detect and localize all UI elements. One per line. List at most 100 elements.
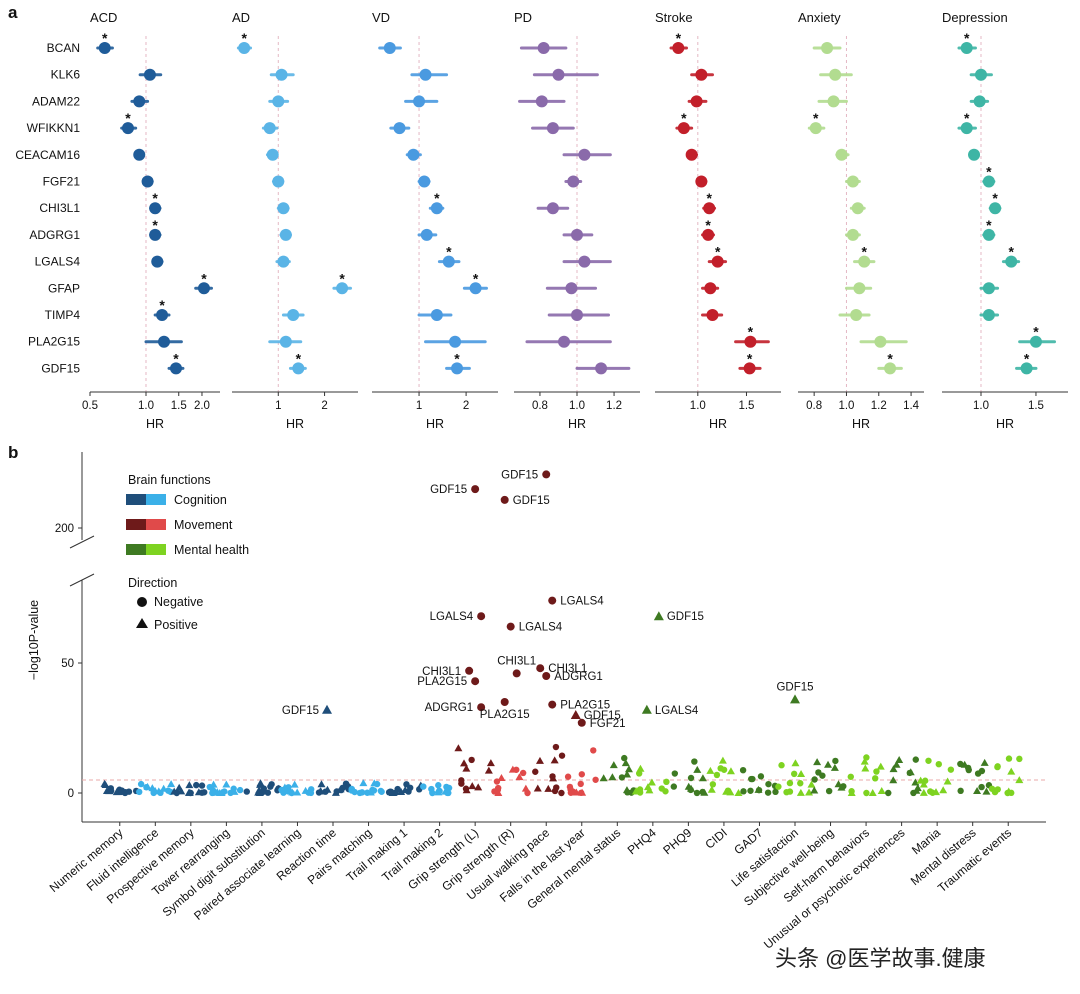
data-point-positive (175, 783, 184, 791)
legend-title-direction: Direction (128, 576, 177, 590)
data-point-positive (868, 788, 877, 796)
forest-plot-panel: BCAN KLK6 ADAM22 WFIKKN1 CEACAM16 FGF21 CHI3L1… (15, 10, 1068, 431)
hr-point-pla2g15 (449, 335, 462, 348)
hr-point-chi3l1 (989, 202, 1002, 215)
data-point-positive (1004, 787, 1013, 795)
hr-point-lgals4 (711, 255, 724, 268)
hr-point-wfikkn1 (121, 122, 134, 135)
data-point-positive (609, 761, 618, 769)
data-point-negative (994, 763, 1001, 770)
category-label: PHQ4 (625, 825, 659, 857)
x-tick-label: 1.5 (1028, 400, 1044, 412)
data-point-positive (791, 759, 800, 767)
data-point-negative (709, 781, 717, 788)
data-point-negative (687, 774, 695, 782)
x-axis-label: HR (709, 417, 727, 431)
data-point-positive (209, 780, 218, 788)
point-label: GDF15 (776, 681, 813, 693)
data-point-positive (185, 781, 194, 789)
data-point-positive (497, 774, 506, 782)
x-tick-label: 1.2 (871, 400, 887, 412)
data-point-positive (468, 782, 477, 790)
labeled-point-circle (500, 698, 509, 706)
data-point-negative (577, 780, 584, 788)
x-tick-label: 1 (275, 400, 281, 412)
hr-point-adgrg1 (149, 228, 162, 241)
hr-point-chi3l1 (430, 202, 443, 215)
hr-point-gdf15 (1020, 362, 1033, 375)
data-point-negative (198, 782, 206, 789)
hr-point-gdf15 (884, 362, 897, 375)
data-point-positive (550, 756, 559, 764)
hr-point-gdf15 (743, 362, 756, 375)
data-point-positive (100, 779, 109, 787)
hr-point-chi3l1 (546, 202, 559, 215)
data-point-negative (567, 789, 575, 796)
hr-point-wfikkn1 (960, 122, 973, 135)
hr-point-bcan (238, 42, 251, 54)
hr-point-pla2g15 (1029, 335, 1042, 348)
data-point-negative (811, 776, 818, 783)
hr-point-bcan (537, 42, 550, 54)
hr-point-fgf21 (982, 175, 995, 188)
data-point-positive (608, 773, 617, 781)
x-tick-label: 2 (463, 400, 469, 412)
x-tick-label: 1.0 (569, 400, 585, 412)
data-point-negative (635, 770, 643, 777)
data-point-positive (911, 778, 920, 786)
x-tick-label: 1.0 (973, 400, 989, 412)
legend-label-cognition: Cognition (174, 493, 227, 507)
labeled-point-circle (465, 666, 474, 675)
data-point-positive (876, 762, 885, 770)
data-point-negative (848, 788, 855, 795)
data-point-negative (267, 783, 274, 790)
labeled-point-triangle (790, 694, 800, 704)
hr-point-adgrg1 (571, 228, 583, 241)
row-label-fgf21: FGF21 (43, 175, 81, 189)
x-tick-label: 2 (321, 400, 327, 412)
hr-point-adam22 (272, 95, 285, 108)
labeled-point-circle (542, 672, 551, 680)
significance-star: * (676, 30, 682, 46)
data-point-positive (877, 786, 886, 794)
data-point-negative (772, 788, 779, 796)
data-point-positive (462, 764, 471, 772)
significance-star: * (748, 324, 754, 340)
data-point-negative (278, 786, 285, 794)
data-point-negative (663, 778, 670, 786)
data-point-positive (460, 759, 469, 767)
data-point-negative (662, 788, 669, 795)
significance-star: * (681, 110, 687, 126)
data-point-negative (670, 783, 678, 790)
data-point-negative (387, 788, 395, 796)
hr-point-adgrg1 (702, 228, 715, 241)
data-point-negative (558, 752, 566, 759)
data-point-positive (105, 787, 114, 795)
hr-point-timp4 (571, 309, 583, 321)
data-point-negative (873, 768, 880, 775)
significance-star: * (152, 217, 158, 233)
point-label: GDF15 (501, 469, 538, 481)
hr-point-ceacam16 (685, 148, 698, 161)
data-point-negative (994, 786, 1001, 793)
legend-swatch-dark (126, 519, 146, 530)
labeled-point-circle (512, 669, 521, 678)
significance-star: * (964, 30, 970, 46)
row-label-timp4: TIMP4 (45, 308, 81, 322)
data-point-positive (943, 777, 952, 785)
significance-star: * (125, 110, 131, 126)
data-point-negative (436, 787, 443, 795)
panel-title-pd: PD (514, 10, 532, 25)
labeled-point-circle (477, 703, 486, 712)
hr-point-ceacam16 (835, 148, 848, 161)
y-tick-label: 200 (55, 523, 74, 535)
row-label-pla2g15: PLA2G15 (28, 335, 80, 349)
hr-point-gfap (853, 282, 866, 295)
data-point-positive (693, 765, 702, 773)
data-point-positive (454, 744, 463, 752)
data-point-negative (1005, 755, 1013, 762)
data-point-positive (317, 780, 326, 788)
data-point-negative (468, 756, 475, 764)
hr-point-lgals4 (442, 255, 455, 268)
data-point-negative (150, 787, 157, 795)
